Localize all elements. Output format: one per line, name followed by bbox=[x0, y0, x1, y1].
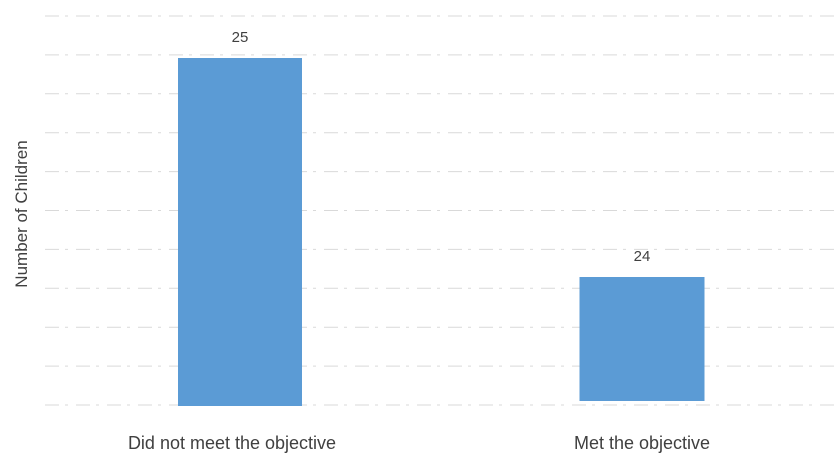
bar bbox=[579, 277, 705, 401]
x-tick-label: Did not meet the objective bbox=[128, 433, 336, 453]
bars bbox=[178, 58, 705, 406]
bar-value-label: 24 bbox=[634, 248, 651, 265]
x-tick-label: Met the objective bbox=[574, 433, 710, 453]
gridlines bbox=[45, 15, 838, 406]
data-labels: 25 24 bbox=[232, 29, 651, 265]
bar-value-label: 25 bbox=[232, 29, 249, 46]
x-tick-labels: Did not meet the objective Met the object… bbox=[128, 433, 710, 453]
y-axis-title: Number of Children bbox=[12, 140, 31, 287]
bar bbox=[178, 58, 302, 406]
